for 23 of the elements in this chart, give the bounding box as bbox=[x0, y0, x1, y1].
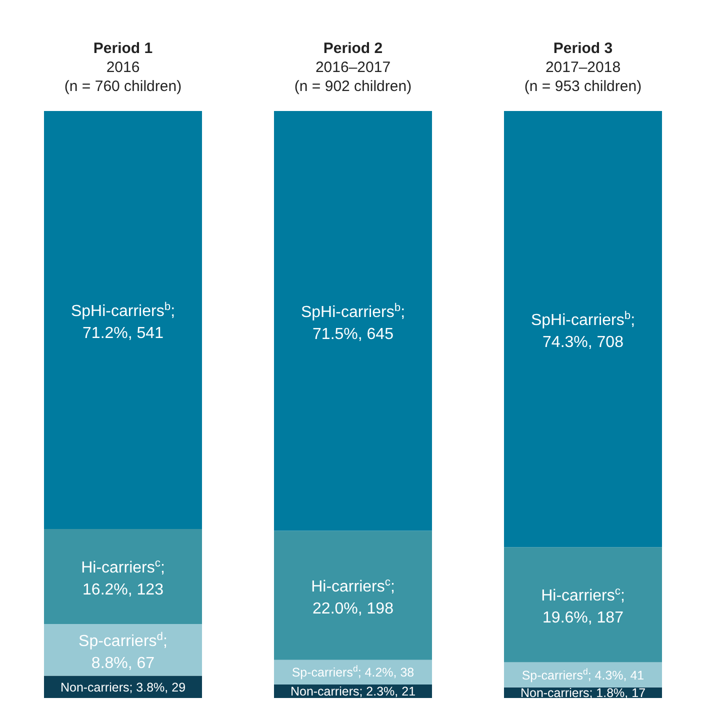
data-label: SpHi-carriers$^{b}$; 74.3%, 708 bbox=[530, 310, 636, 352]
data-label: Sp-carriers$^{d}$; 8.8%, 67 bbox=[78, 630, 168, 672]
data-label: Hi-carriers$^{c}$; 19.6%, 187 bbox=[541, 586, 625, 627]
data-label: Hi-carriers$^{c}$; 16.2%, 123 bbox=[81, 557, 165, 598]
x-tick-label: Period 3 2017–2018 (n = 953 children) bbox=[524, 40, 642, 95]
data-label: Non-carriers; 1.8%, 17 bbox=[520, 686, 646, 700]
data-label: SpHi-carriers$^{b}$; 71.2%, 541 bbox=[70, 300, 176, 342]
bar bbox=[504, 662, 662, 688]
bar bbox=[274, 111, 432, 531]
data-label: Sp-carriers$^{d}$; 4.2%, 38 bbox=[292, 664, 414, 680]
bar bbox=[44, 111, 202, 529]
data-label: Hi-carriers$^{c}$; 22.0%, 198 bbox=[311, 576, 395, 618]
x-tick-label: Period 1 2016 (n = 760 children) bbox=[64, 40, 182, 95]
bar bbox=[44, 528, 202, 624]
x-tick-label: Period 2 2016–2017 (n = 902 children) bbox=[294, 40, 412, 95]
data-label: Non-carriers; 3.8%, 29 bbox=[60, 680, 186, 694]
data-label: Sp-carriers$^{d}$; 4.3%, 41 bbox=[522, 666, 644, 682]
data-label: Non-carriers; 2.3%, 21 bbox=[290, 684, 416, 699]
bar bbox=[504, 547, 662, 662]
bar bbox=[44, 624, 202, 676]
bar bbox=[504, 111, 662, 548]
data-label: SpHi-carriers$^{b}$; 71.5%, 645 bbox=[300, 302, 406, 343]
bar bbox=[274, 530, 432, 660]
